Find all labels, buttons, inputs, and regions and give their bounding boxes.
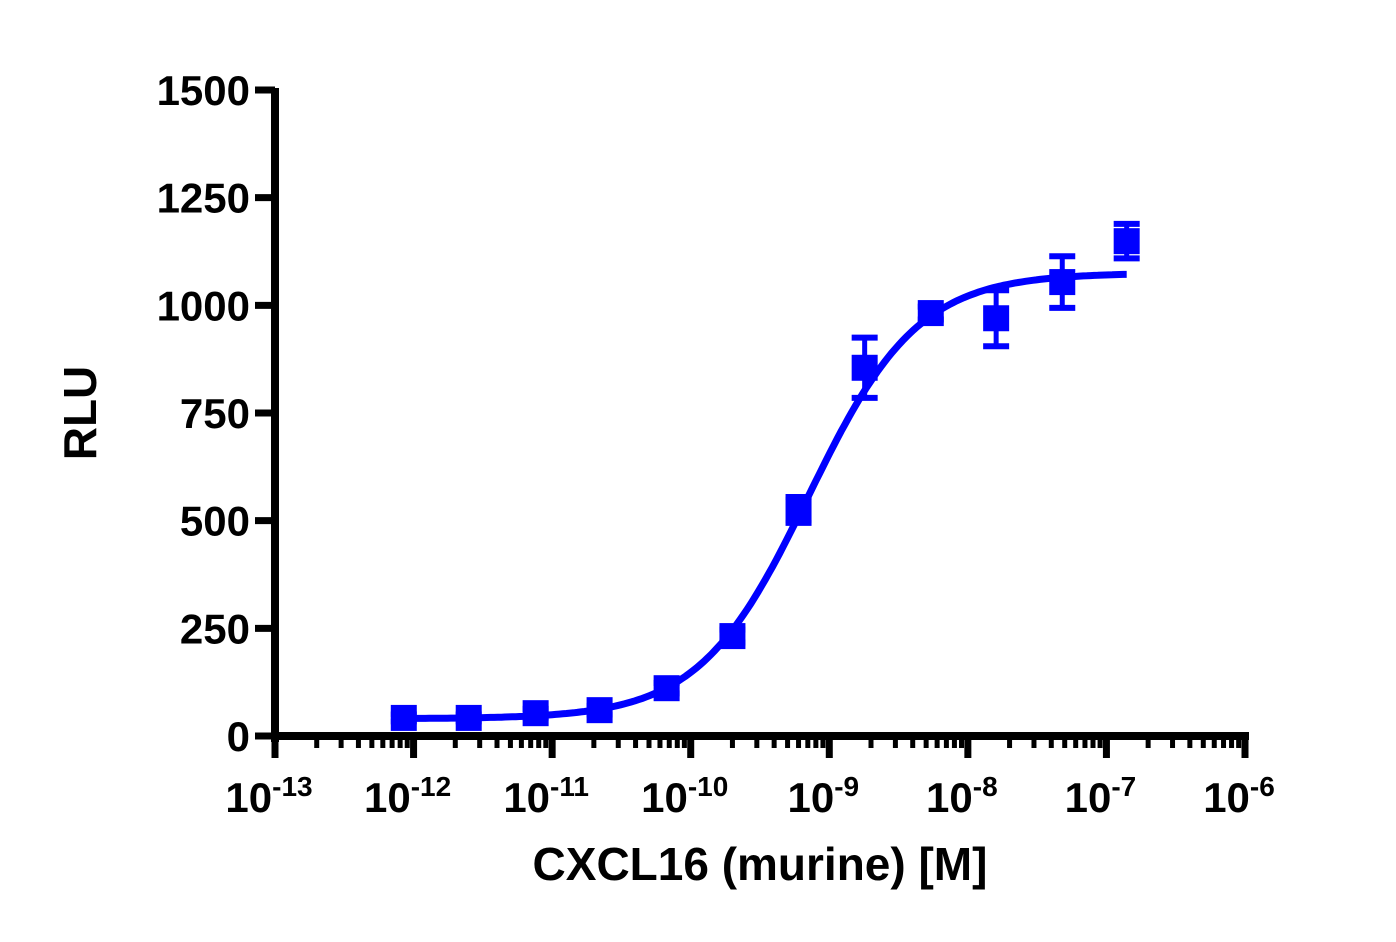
x-tick-exponent: -10 <box>688 771 728 802</box>
x-tick-label: 10-13 <box>225 771 312 821</box>
data-point <box>983 287 1010 350</box>
x-tick-base: 10 <box>225 774 272 821</box>
data-point <box>586 697 613 724</box>
x-tick-label: 10-11 <box>503 771 589 821</box>
square-marker <box>586 697 613 724</box>
square-marker <box>653 675 680 702</box>
data-point <box>455 704 482 731</box>
square-marker <box>785 496 812 523</box>
square-marker <box>851 354 878 381</box>
x-tick-exponent: -13 <box>272 771 312 802</box>
x-axis-ticks: 10-13 10-12 10-11 10-10 10-9 10-8 10-7 10-6 <box>225 736 1275 821</box>
y-tick-label: 1250 <box>157 175 250 222</box>
data-point <box>785 493 812 526</box>
y-tick-label: 750 <box>180 390 250 437</box>
x-tick-label: 10-9 <box>787 771 859 821</box>
data-point <box>1049 253 1076 311</box>
data-point <box>522 700 549 727</box>
data-point <box>1113 220 1140 262</box>
data-point <box>719 623 746 650</box>
x-axis-title: CXCL16 (murine) [M] <box>533 838 988 890</box>
square-marker <box>917 300 944 327</box>
data-point <box>390 704 417 731</box>
x-tick-base: 10 <box>1065 774 1112 821</box>
square-marker <box>1113 228 1140 255</box>
x-tick-label: 10-8 <box>926 771 998 821</box>
square-marker <box>719 623 746 650</box>
square-marker <box>1049 269 1076 296</box>
x-tick-exponent: -8 <box>973 771 998 802</box>
x-tick-label: 10-7 <box>1065 771 1137 821</box>
data-point <box>917 300 944 327</box>
y-tick-label: 500 <box>180 498 250 545</box>
data-point <box>851 334 878 401</box>
y-tick-label: 250 <box>180 605 250 652</box>
x-tick-label: 10-10 <box>641 771 728 821</box>
x-tick-label: 10-6 <box>1203 771 1275 821</box>
x-tick-base: 10 <box>503 774 550 821</box>
square-marker <box>522 700 549 727</box>
y-axis-title: RLU <box>54 366 106 461</box>
x-tick-exponent: -6 <box>1250 771 1275 802</box>
x-tick-base: 10 <box>641 774 688 821</box>
data-point <box>653 675 680 702</box>
y-tick-label: 0 <box>227 713 250 760</box>
x-tick-exponent: -12 <box>411 771 451 802</box>
y-axis-ticks: 0 250 500 750 1000 1250 1500 <box>157 67 275 760</box>
x-tick-label: 10-12 <box>364 771 451 821</box>
square-marker <box>390 704 417 731</box>
sigmoid-fit-line <box>403 270 1127 722</box>
x-tick-base: 10 <box>787 774 834 821</box>
x-tick-exponent: -9 <box>834 771 859 802</box>
x-tick-base: 10 <box>364 774 411 821</box>
fit-curve <box>403 270 1127 722</box>
x-tick-base: 10 <box>1203 774 1250 821</box>
x-tick-exponent: -11 <box>550 771 589 802</box>
square-marker <box>455 704 482 731</box>
y-tick-label: 1000 <box>157 282 250 329</box>
x-tick-base: 10 <box>926 774 973 821</box>
y-tick-label: 1500 <box>157 67 250 114</box>
x-tick-exponent: -7 <box>1111 771 1136 802</box>
square-marker <box>983 305 1010 332</box>
data-points <box>390 220 1140 731</box>
